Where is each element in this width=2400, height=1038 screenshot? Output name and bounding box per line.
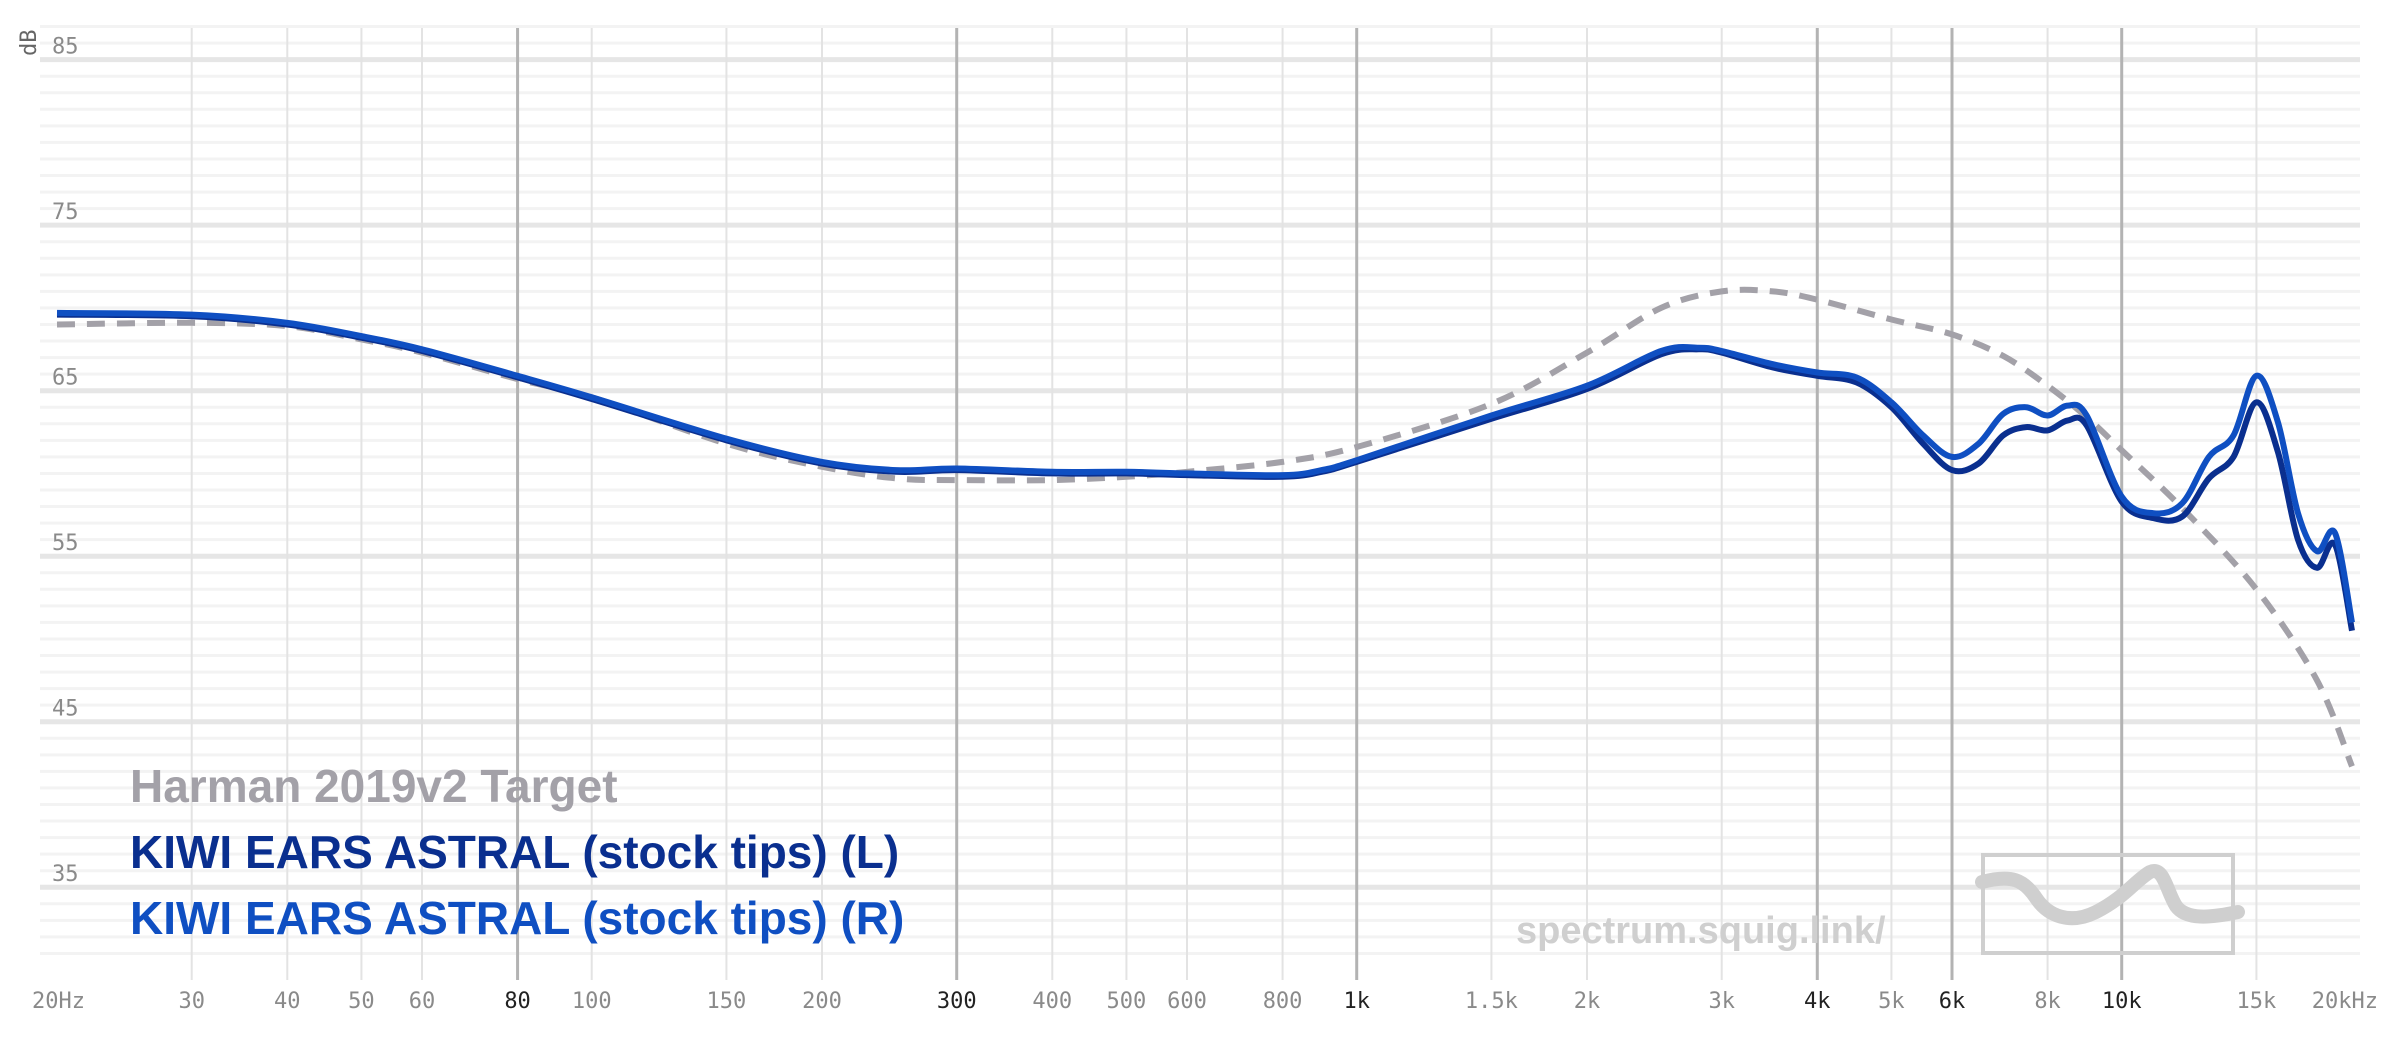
series-line-1: [56, 286, 2355, 768]
y-axis: dB 85 75 65 55 45 35: [17, 30, 79, 888]
y-tick-label: 35: [52, 862, 79, 887]
y-tick-label: 75: [52, 200, 79, 225]
squig-logo-icon: [1975, 853, 2245, 955]
legend-entry: KIWI EARS ASTRAL (stock tips) (L): [130, 826, 899, 878]
series-line-3: [56, 309, 2355, 623]
x-tick-label: 40: [274, 989, 301, 1014]
watermark: spectrum.squig.link/: [1516, 853, 2245, 955]
y-tick-label: 85: [52, 35, 79, 60]
x-tick-label: 30: [178, 989, 205, 1014]
legend: Harman 2019v2 Target KIWI EARS ASTRAL (st…: [130, 760, 904, 944]
x-tick-label: 200: [802, 989, 842, 1014]
x-tick-label: 8k: [2034, 989, 2061, 1014]
x-tick-label: 60: [409, 989, 436, 1014]
x-tick-label: 2k: [1574, 989, 1601, 1014]
x-tick-label: 600: [1167, 989, 1207, 1014]
x-tick-label: 150: [707, 989, 747, 1014]
x-tick-label: 800: [1263, 989, 1303, 1014]
y-axis-label: dB: [17, 30, 42, 57]
x-tick-label: 80: [504, 989, 531, 1014]
x-tick-label: 50: [348, 989, 375, 1014]
x-tick-label: 20Hz: [32, 989, 85, 1014]
watermark-text: spectrum.squig.link/: [1516, 910, 1886, 952]
plot-area: [56, 286, 2355, 768]
x-tick-label: 400: [1032, 989, 1072, 1014]
x-tick-label: 5k: [1878, 989, 1905, 1014]
x-tick-label: 10k: [2102, 989, 2142, 1014]
x-tick-label: 100: [572, 989, 612, 1014]
x-tick-label: 4k: [1804, 989, 1831, 1014]
x-tick-label: 300: [937, 989, 977, 1014]
legend-entry: KIWI EARS ASTRAL (stock tips) (R): [130, 892, 904, 944]
x-tick-label: 15k: [2237, 989, 2277, 1014]
x-tick-label: 20kHz: [2312, 989, 2378, 1014]
x-tick-label: 1.5k: [1465, 989, 1518, 1014]
x-tick-label: 6k: [1939, 989, 1966, 1014]
legend-entry: Harman 2019v2 Target: [130, 760, 618, 812]
x-tick-label: 1k: [1343, 989, 1370, 1014]
x-axis: 20Hz 30 40 50 60 80 100 150 200 300 400 500 600 800 1k…: [32, 989, 2378, 1014]
y-tick-label: 45: [52, 697, 79, 722]
x-tick-label: 500: [1107, 989, 1147, 1014]
x-tick-label: 3k: [1708, 989, 1735, 1014]
grid: [40, 25, 2360, 980]
y-tick-label: 65: [52, 366, 79, 391]
y-tick-label: 55: [52, 531, 79, 556]
